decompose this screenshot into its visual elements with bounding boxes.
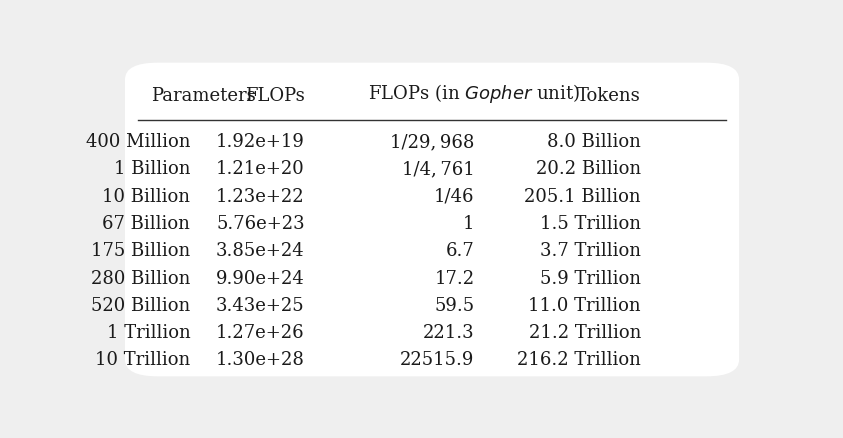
Text: 10 Trillion: 10 Trillion: [95, 351, 191, 370]
Text: 205.1 Billion: 205.1 Billion: [524, 187, 642, 205]
Text: 520 Billion: 520 Billion: [91, 297, 191, 315]
Text: 3.7 Trillion: 3.7 Trillion: [540, 242, 642, 260]
Text: 20.2 Billion: 20.2 Billion: [536, 160, 642, 178]
Text: 3.85e+24: 3.85e+24: [216, 242, 304, 260]
Text: 10 Billion: 10 Billion: [102, 187, 191, 205]
Text: FLOPs: FLOPs: [244, 87, 304, 105]
Text: 1.23e+22: 1.23e+22: [216, 187, 304, 205]
Text: 1/29, 968: 1/29, 968: [390, 133, 475, 151]
Text: 8.0 Billion: 8.0 Billion: [547, 133, 642, 151]
Text: 175 Billion: 175 Billion: [91, 242, 191, 260]
Text: 5.76e+23: 5.76e+23: [216, 215, 304, 233]
Text: 11.0 Trillion: 11.0 Trillion: [529, 297, 642, 315]
Text: 22515.9: 22515.9: [400, 351, 475, 370]
Text: 5.9 Trillion: 5.9 Trillion: [540, 269, 642, 287]
Text: 216.2 Trillion: 216.2 Trillion: [518, 351, 642, 370]
Text: 1 Trillion: 1 Trillion: [106, 324, 191, 342]
Text: FLOPs (in $\it{Gopher}$ unit): FLOPs (in $\it{Gopher}$ unit): [368, 82, 581, 105]
Text: 221.3: 221.3: [423, 324, 475, 342]
Text: 1.5 Trillion: 1.5 Trillion: [540, 215, 642, 233]
Text: 1.27e+26: 1.27e+26: [216, 324, 304, 342]
Text: 59.5: 59.5: [434, 297, 475, 315]
Text: 1/4, 761: 1/4, 761: [402, 160, 475, 178]
Text: 400 Million: 400 Million: [86, 133, 191, 151]
Text: 1 Billion: 1 Billion: [114, 160, 191, 178]
Text: 9.90e+24: 9.90e+24: [216, 269, 304, 287]
Text: 1.30e+28: 1.30e+28: [216, 351, 304, 370]
Text: 21.2 Trillion: 21.2 Trillion: [529, 324, 642, 342]
Text: 1: 1: [463, 215, 475, 233]
Text: Tokens: Tokens: [577, 87, 642, 105]
Text: Parameters: Parameters: [151, 87, 256, 105]
FancyBboxPatch shape: [125, 63, 739, 376]
Text: 1.92e+19: 1.92e+19: [216, 133, 304, 151]
Text: 1.21e+20: 1.21e+20: [216, 160, 304, 178]
Text: 67 Billion: 67 Billion: [103, 215, 191, 233]
Text: 6.7: 6.7: [446, 242, 475, 260]
Text: 17.2: 17.2: [434, 269, 475, 287]
Text: 1/46: 1/46: [434, 187, 475, 205]
Text: 280 Billion: 280 Billion: [91, 269, 191, 287]
Text: 3.43e+25: 3.43e+25: [216, 297, 304, 315]
